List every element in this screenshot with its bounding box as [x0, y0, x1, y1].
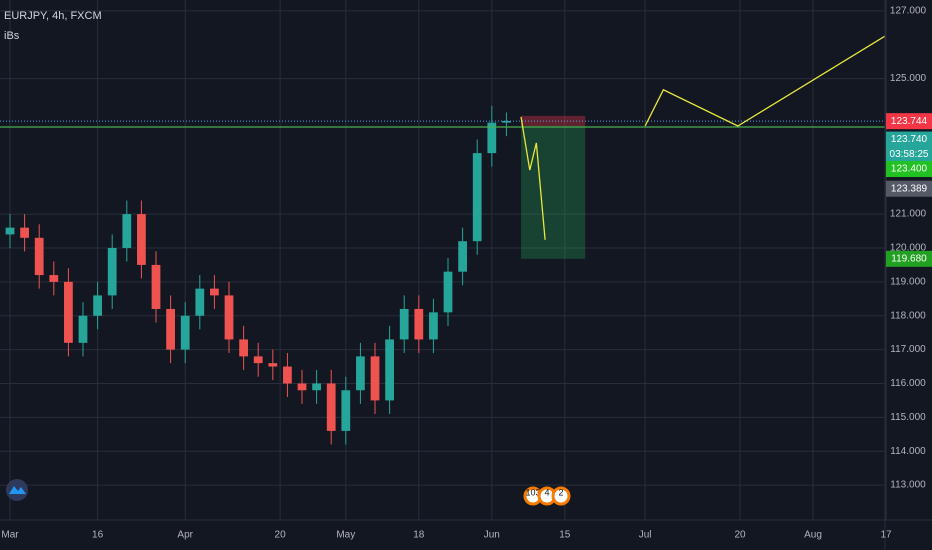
candle-body — [268, 363, 278, 367]
price-label: 123.740 — [891, 134, 928, 145]
candle-body — [399, 308, 409, 340]
y-tick-label: 127.000 — [890, 5, 927, 16]
candle-body — [78, 315, 88, 343]
indicator-name: iBs — [4, 30, 20, 42]
event-badge[interactable] — [551, 486, 571, 506]
y-tick-label: 115.000 — [890, 412, 926, 423]
x-tick-label: 16 — [92, 530, 104, 541]
candle-body — [64, 281, 73, 343]
stop-zone — [521, 115, 586, 127]
candle-body — [93, 295, 102, 316]
x-tick-label: Apr — [177, 530, 193, 541]
candle-body — [195, 288, 205, 316]
candle-body — [180, 315, 190, 350]
x-tick-label: Jul — [639, 530, 652, 541]
x-tick-label: Jun — [484, 530, 500, 541]
x-tick-label: Aug — [804, 530, 822, 541]
event-count: 103 — [525, 487, 540, 497]
axes: 127.000 125.000 121.000 120.000 119.000 118.0… — [1, 5, 932, 541]
x-tick-label: 20 — [734, 530, 746, 541]
y-tick-label: 119.000 — [890, 276, 926, 287]
price-label-box — [886, 131, 932, 148]
logo-icon — [9, 486, 26, 494]
candle-body — [210, 288, 219, 296]
candle-body — [283, 366, 292, 384]
price-label: 119.680 — [891, 253, 927, 264]
price-label-box — [886, 113, 932, 130]
candle-body — [429, 312, 438, 340]
y-tick-label: 116.000 — [890, 378, 926, 389]
candle-body — [239, 339, 248, 357]
candle-body — [385, 339, 394, 401]
candle-body — [5, 227, 15, 235]
y-tick-label: 125.000 — [890, 73, 927, 84]
x-tick-label: 20 — [275, 530, 287, 541]
plot-area — [0, 35, 885, 445]
candle-body — [137, 214, 146, 265]
price-label-box — [886, 161, 932, 178]
candle-body — [414, 308, 424, 340]
candle-body — [341, 390, 351, 431]
price-label-box — [886, 250, 932, 267]
event-count: 4 — [544, 487, 549, 497]
candle-body — [34, 237, 44, 276]
candle-body — [253, 356, 263, 364]
y-tick-label: 118.000 — [890, 310, 926, 321]
candle-body — [166, 308, 175, 350]
x-tick-label: May — [336, 530, 355, 541]
candle-body — [458, 241, 467, 272]
y-tick-label: 120.000 — [890, 243, 927, 254]
projection-line — [644, 35, 885, 127]
chart-title: EURJPY, 4h, FXCM — [4, 10, 102, 22]
candle-body — [487, 122, 497, 154]
y-tick-label: 117.000 — [890, 344, 926, 355]
y-tick-label: 121.000 — [890, 209, 927, 220]
candle-body — [151, 264, 161, 309]
candle-body — [312, 383, 321, 391]
candle-body — [224, 295, 234, 340]
candle-body — [356, 356, 365, 391]
price-label: 123.389 — [891, 183, 928, 194]
candle-body — [122, 214, 132, 248]
y-tick-label: 114.000 — [890, 446, 926, 457]
candle-body — [20, 227, 29, 238]
x-tick-label: 18 — [413, 530, 425, 541]
x-tick-label: 15 — [559, 530, 571, 541]
x-tick-label: 17 — [880, 530, 892, 541]
candle-body — [443, 271, 453, 313]
price-label: 123.400 — [891, 164, 928, 175]
price-label-box — [886, 146, 932, 163]
candle-body — [370, 356, 380, 401]
price-label-box — [886, 180, 932, 197]
x-tick-label: Mar — [1, 530, 19, 541]
candle-body — [502, 120, 511, 123]
y-tick-label: 113.000 — [890, 480, 926, 491]
candle-body — [472, 153, 482, 242]
price-label: 03:58:25 — [890, 149, 929, 160]
grid — [0, 0, 887, 520]
candle-body — [49, 275, 59, 282]
candle-body — [107, 247, 117, 296]
event-count: 2 — [558, 487, 563, 497]
candle-body — [297, 383, 307, 391]
target-zone — [521, 126, 586, 259]
candle-body — [326, 383, 336, 431]
projection-line — [520, 116, 546, 240]
price-label: 123.744 — [891, 116, 928, 127]
